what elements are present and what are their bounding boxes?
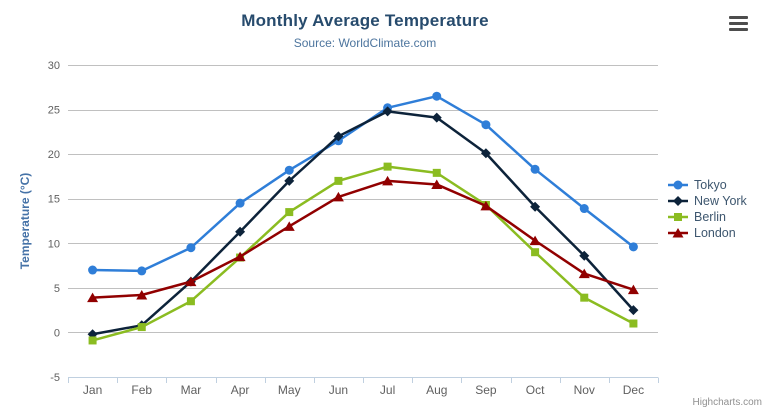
- hamburger-menu-icon: [729, 15, 750, 31]
- x-axis-label: Dec: [623, 383, 644, 397]
- data-point-marker[interactable]: [579, 250, 590, 261]
- data-point-marker[interactable]: [628, 305, 639, 316]
- x-axis-label: Jun: [329, 383, 348, 397]
- legend-label: London: [694, 226, 736, 240]
- chart-subtitle: Source: WorldClimate.com: [293, 36, 437, 50]
- data-point-marker[interactable]: [530, 201, 541, 212]
- y-axis-label: 20: [48, 149, 60, 161]
- x-axis-label: Nov: [574, 383, 595, 397]
- data-point-marker[interactable]: [136, 289, 148, 300]
- legend-diamond-marker-icon: [668, 196, 688, 206]
- data-point-marker[interactable]: [234, 251, 246, 262]
- data-point-marker[interactable]: [88, 336, 97, 345]
- data-point-marker: [674, 213, 682, 221]
- data-point-marker[interactable]: [382, 106, 393, 117]
- legend-square-marker-icon: [668, 213, 688, 221]
- data-point-marker[interactable]: [578, 268, 590, 279]
- data-point-marker[interactable]: [332, 191, 344, 202]
- x-axis-label: Aug: [426, 383, 447, 397]
- data-point-marker[interactable]: [88, 265, 98, 275]
- data-point-marker[interactable]: [431, 179, 443, 189]
- data-point-marker[interactable]: [87, 292, 99, 303]
- y-axis-label: 25: [48, 105, 60, 117]
- legend-item-london[interactable]: London: [667, 225, 747, 241]
- data-point-marker[interactable]: [480, 200, 492, 211]
- data-point-marker[interactable]: [185, 276, 197, 287]
- data-point-marker[interactable]: [235, 198, 245, 208]
- legend-label: New York: [694, 194, 747, 208]
- legend-circle-marker-icon: [668, 180, 688, 190]
- credits-link[interactable]: Highcharts.com: [692, 397, 762, 408]
- data-point-marker[interactable]: [284, 165, 294, 175]
- x-axis-label: Oct: [526, 383, 545, 397]
- data-point-marker: [672, 228, 684, 238]
- x-axis-label: Mar: [181, 383, 202, 397]
- series-line-london[interactable]: [87, 175, 639, 303]
- data-point-marker[interactable]: [530, 164, 540, 174]
- data-point-marker[interactable]: [529, 235, 541, 246]
- chart-title: Monthly Average Temperature: [241, 11, 489, 30]
- y-axis-label: 5: [54, 283, 60, 295]
- y-axis-label: 15: [48, 194, 60, 206]
- x-axis-label: Apr: [231, 383, 250, 397]
- data-point-marker[interactable]: [285, 208, 294, 217]
- data-point-marker[interactable]: [334, 176, 343, 185]
- data-point-marker[interactable]: [629, 319, 638, 328]
- data-point-marker[interactable]: [432, 91, 442, 101]
- data-point-marker[interactable]: [383, 162, 392, 171]
- data-point-marker[interactable]: [333, 131, 344, 142]
- y-gridlines: [68, 65, 658, 378]
- data-point-marker[interactable]: [186, 243, 196, 253]
- data-point-marker[interactable]: [480, 148, 491, 159]
- y-axis-label: 10: [48, 238, 60, 250]
- y-axis-title: Temperature (°C): [18, 172, 32, 270]
- data-point-marker[interactable]: [235, 226, 246, 237]
- legend-item-tokyo[interactable]: Tokyo: [667, 177, 747, 193]
- data-point-marker[interactable]: [137, 323, 146, 332]
- data-point-marker[interactable]: [432, 168, 441, 177]
- legend-item-berlin[interactable]: Berlin: [667, 209, 747, 225]
- data-point-marker[interactable]: [284, 175, 295, 186]
- data-point-marker[interactable]: [137, 266, 147, 276]
- y-axis-label: -5: [50, 372, 60, 384]
- legend: Tokyo New York Berlin London: [667, 177, 747, 241]
- data-point-marker[interactable]: [283, 221, 295, 231]
- x-axis-label: Jul: [380, 383, 395, 397]
- legend-label: Berlin: [694, 210, 726, 224]
- legend-item-new-york[interactable]: New York: [667, 193, 747, 209]
- data-point-marker[interactable]: [531, 248, 540, 257]
- x-axis-label: Jan: [83, 383, 102, 397]
- data-point-marker[interactable]: [481, 120, 491, 130]
- x-axis-label: Feb: [131, 383, 152, 397]
- data-point-marker[interactable]: [579, 204, 589, 214]
- legend-label: Tokyo: [694, 178, 727, 192]
- series-line-new-york[interactable]: [87, 106, 639, 340]
- data-point-marker[interactable]: [382, 175, 394, 186]
- x-axis: [68, 377, 659, 383]
- data-point-marker: [673, 180, 683, 190]
- data-point-marker[interactable]: [628, 242, 638, 252]
- data-point-marker[interactable]: [627, 284, 639, 295]
- data-point-marker[interactable]: [580, 293, 589, 302]
- x-axis-label: Sep: [475, 383, 497, 397]
- x-axis-label: May: [278, 383, 301, 397]
- data-point-marker[interactable]: [431, 112, 442, 123]
- y-axis-labels: -5 0 5 10 15 20 25 30: [48, 60, 60, 384]
- y-axis-label: 0: [54, 327, 60, 339]
- data-point-marker: [673, 196, 683, 206]
- export-menu-button[interactable]: [729, 15, 750, 32]
- series-line-tokyo[interactable]: [88, 91, 638, 276]
- data-point-marker[interactable]: [186, 297, 195, 306]
- x-axis-labels: Jan Feb Mar Apr May Jun Jul Aug Sep Oct Nov Dec: [83, 383, 644, 397]
- legend-triangle-marker-icon: [668, 228, 688, 238]
- y-axis-label: 30: [48, 60, 60, 72]
